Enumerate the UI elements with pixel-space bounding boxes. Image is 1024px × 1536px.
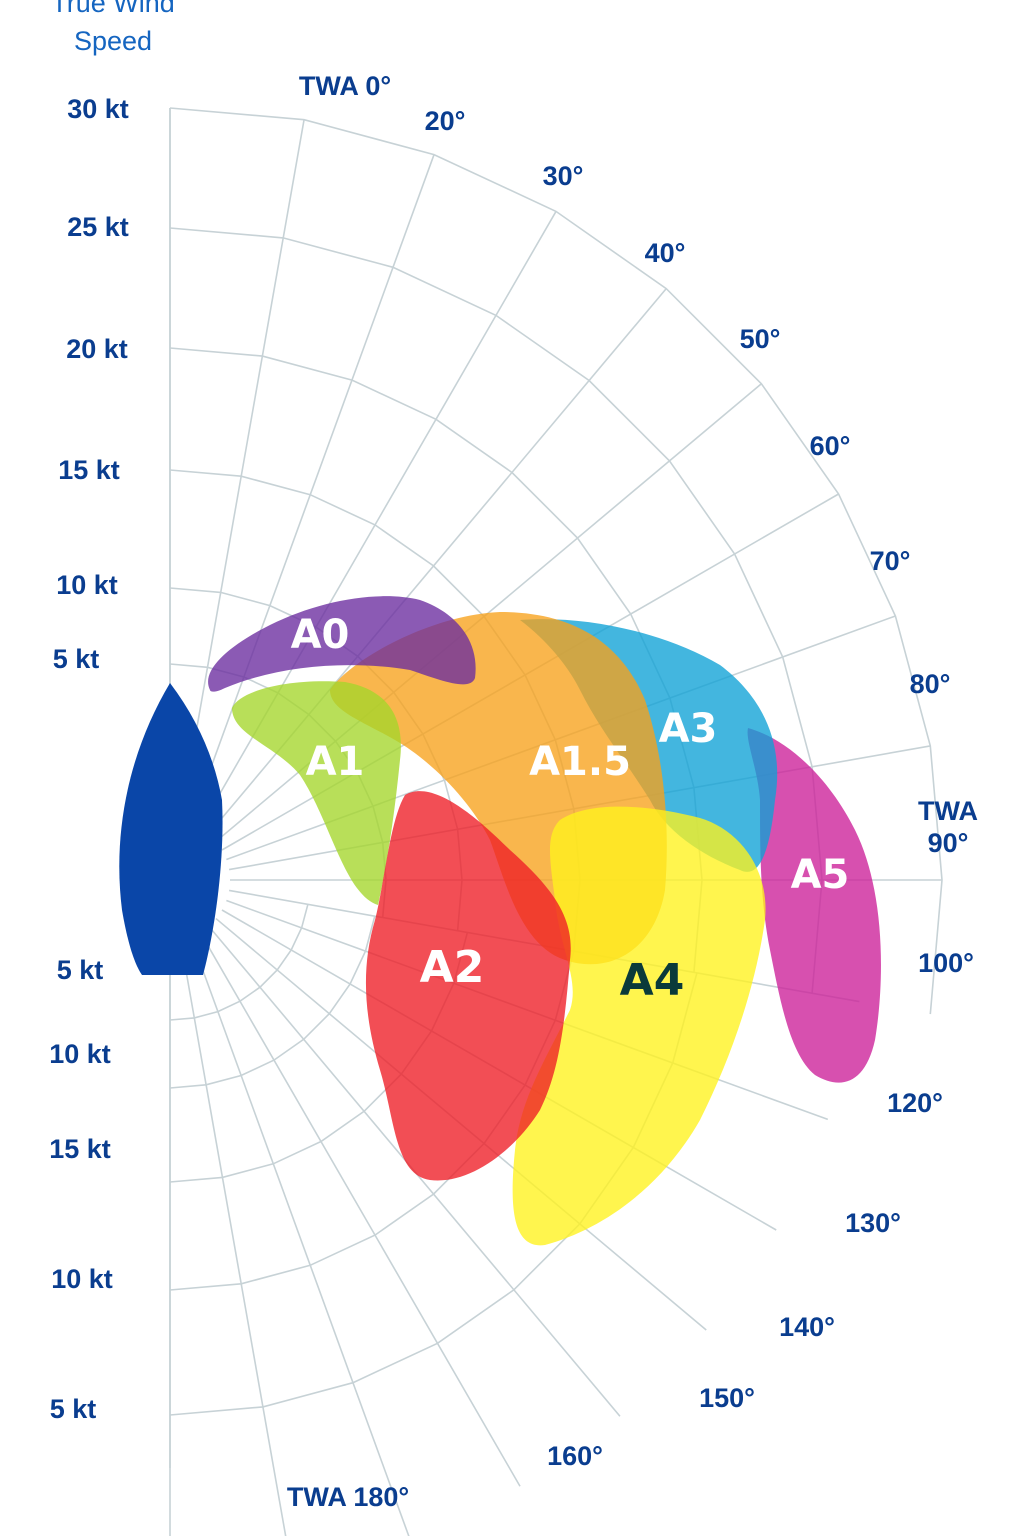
- speed-label-lower: 5 kt: [50, 1394, 97, 1424]
- speed-label-upper: 5 kt: [53, 644, 100, 674]
- grid-spoke: [189, 936, 410, 1536]
- grid-ring-upper: [169, 107, 943, 1015]
- angle-label: 80°: [910, 669, 951, 699]
- sail-label-a4: A4: [620, 955, 685, 1006]
- angle-label: 120°: [887, 1088, 943, 1118]
- sail-area-a0: [208, 596, 476, 692]
- sail-label-a0: A0: [291, 612, 350, 658]
- sail-area-a2: [365, 791, 571, 1181]
- sail-area-a1: [232, 681, 401, 905]
- angle-label: 40°: [645, 238, 686, 268]
- speed-label-upper: 25 kt: [67, 212, 129, 242]
- speed-label-lower: 10 kt: [51, 1264, 113, 1294]
- chart-title-line: True Wind: [51, 0, 175, 18]
- angle-label: 160°: [547, 1441, 603, 1471]
- angle-label: 30°: [543, 161, 584, 191]
- grid-ring-lower: [169, 904, 309, 1021]
- angle-label: 90°: [928, 828, 969, 858]
- speed-label-lower: 5 kt: [57, 955, 104, 985]
- angle-label: TWA 180°: [287, 1482, 409, 1512]
- sail-label-a1: A1: [306, 739, 365, 785]
- angle-label: 140°: [779, 1312, 835, 1342]
- chart-title-line: Speed: [74, 26, 152, 56]
- speed-label-upper: 20 kt: [66, 334, 128, 364]
- grid-spoke: [199, 931, 521, 1487]
- boat-icon: [119, 683, 223, 975]
- axis-labels: True Wind Speed 30 kt 25 kt 20 kt 15 kt 10 kt 5…: [49, 0, 978, 1512]
- angle-label: TWA: [918, 796, 978, 826]
- angle-label: 50°: [740, 324, 781, 354]
- grid-ring-lower: [169, 915, 376, 1089]
- grid-spoke: [179, 119, 305, 822]
- sail-label-a3: A3: [659, 706, 718, 752]
- sail-area-a4: [512, 806, 766, 1246]
- sail-label-a2: A2: [420, 942, 485, 993]
- sail-label-a5: A5: [791, 852, 850, 898]
- speed-label-lower: 15 kt: [49, 1134, 111, 1164]
- angle-label: 150°: [699, 1383, 755, 1413]
- speed-label-upper: 10 kt: [56, 570, 118, 600]
- angle-label: TWA 0°: [299, 71, 391, 101]
- grid-spoke: [179, 938, 287, 1536]
- speed-label-lower: 10 kt: [49, 1039, 111, 1069]
- angle-label: 20°: [425, 106, 466, 136]
- angle-label: 130°: [845, 1208, 901, 1238]
- angle-label: 60°: [810, 431, 851, 461]
- speed-label-upper: 15 kt: [58, 455, 120, 485]
- sail-areas: A5 A3 A1.5 A1 A0 A4 A2: [208, 596, 881, 1246]
- sail-area-a5: [747, 728, 881, 1083]
- sail-label-a1-5: A1.5: [529, 739, 631, 785]
- angle-label: 100°: [918, 948, 974, 978]
- angle-label: 70°: [870, 546, 911, 576]
- speed-label-upper: 30 kt: [67, 94, 129, 124]
- grid-spoke: [189, 154, 435, 824]
